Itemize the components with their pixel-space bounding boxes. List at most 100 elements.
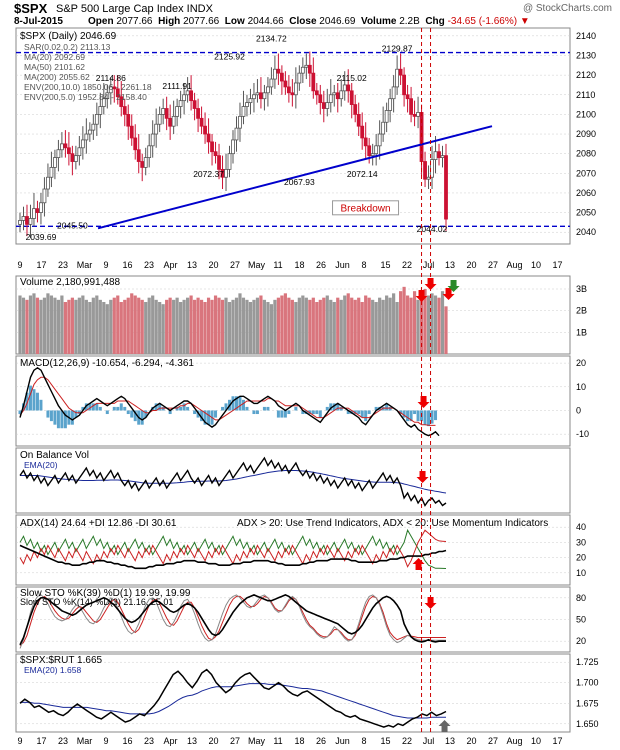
- candle-body: [70, 153, 75, 162]
- volume-bar: [168, 297, 172, 354]
- volume-bar: [84, 299, 88, 354]
- candle-body: [42, 188, 47, 204]
- sto-k14-line: [19, 594, 446, 649]
- candle-body: [269, 78, 274, 88]
- macd-histogram-bar: [315, 410, 319, 415]
- macd-histogram-bar: [158, 403, 162, 411]
- volume-bar: [280, 295, 284, 354]
- x-tick-label: 8: [361, 736, 366, 746]
- candle-body: [381, 121, 386, 135]
- y-tick-label: 30: [576, 537, 586, 547]
- candle-body: [339, 90, 344, 100]
- candle-body: [377, 133, 382, 147]
- candle-body: [444, 155, 448, 220]
- obv-panel: [15, 447, 571, 514]
- candle-body: [321, 102, 326, 109]
- candle-body: [224, 168, 228, 178]
- macd-histogram-bar: [255, 410, 259, 415]
- candle-body: [252, 94, 256, 100]
- candle-body: [122, 106, 127, 115]
- x-tick-label: 11: [273, 260, 282, 270]
- x-tick-label: 18: [294, 260, 304, 270]
- macd-histogram-bar: [81, 406, 85, 411]
- macd-histogram-bar: [35, 392, 39, 411]
- ratio-panel-title: $SPX:$RUT 1.665: [20, 655, 103, 666]
- adx-panel-title: ADX(14) 24.64 +DI 12.86 -DI 30.61: [20, 518, 177, 529]
- volume-bar: [294, 302, 298, 354]
- candle-body: [300, 66, 305, 74]
- macd-histogram-bar: [276, 410, 280, 418]
- x-tick-label: Jun: [335, 736, 350, 746]
- macd-histogram-bar: [231, 396, 235, 411]
- macd-arrow-icon: [417, 396, 430, 408]
- x-tick-label: 8: [361, 260, 366, 270]
- candle-body: [98, 106, 103, 115]
- volume-bar: [227, 302, 232, 354]
- volume-bar: [252, 299, 256, 354]
- candle-body: [87, 129, 92, 135]
- volume-bar: [137, 297, 141, 354]
- x-tick-label: 13: [187, 260, 197, 270]
- volume-bar: [392, 293, 396, 354]
- candle-body: [147, 145, 152, 158]
- volume-bar: [67, 299, 71, 354]
- sto-panel-subtitle: Slow STO %K(14) %D(3) 21.16, 25.01: [20, 597, 173, 607]
- breakdown-callout: Breakdown: [341, 203, 391, 214]
- volume-bar: [276, 297, 280, 354]
- candle-body: [108, 86, 113, 94]
- x-tick-label: 23: [58, 260, 68, 270]
- volume-bar: [217, 297, 221, 354]
- candle-body: [335, 92, 340, 100]
- macd-panel: [15, 355, 571, 447]
- candle-body: [199, 117, 204, 127]
- ratio-line: [19, 668, 447, 728]
- volume-bar: [241, 297, 246, 354]
- volume-bar: [74, 299, 78, 354]
- macd-histogram-bar: [60, 410, 64, 429]
- volume-bar: [371, 299, 375, 354]
- x-tick-label: 11: [273, 736, 282, 746]
- candle-body: [231, 139, 235, 155]
- volume-bar: [77, 297, 81, 354]
- volume-bar: [56, 299, 61, 354]
- volume-bar: [35, 297, 40, 354]
- volume-bar: [329, 299, 333, 354]
- candle-body: [342, 84, 347, 92]
- candle-body: [192, 100, 197, 109]
- volume-bar: [88, 302, 92, 354]
- candle-body: [46, 176, 50, 190]
- price-legend-item: MA(20) 2092.69: [24, 52, 85, 62]
- x-tick-label: 9: [17, 736, 22, 746]
- macd-histogram-bar: [360, 410, 364, 418]
- volume-bar: [290, 299, 294, 354]
- candle-body: [276, 68, 281, 74]
- x-tick-label: 20: [208, 736, 218, 746]
- y-tick-label: 1.725: [576, 657, 599, 667]
- candle-body: [259, 92, 263, 100]
- volume-bar: [350, 297, 354, 354]
- candle-body: [391, 86, 396, 100]
- volume-bar: [266, 302, 270, 354]
- macd-histogram-bar: [423, 410, 427, 425]
- candle-body: [290, 92, 295, 96]
- volume-bar: [213, 295, 218, 354]
- x-tick-label: 9: [103, 736, 108, 746]
- volume-bar: [165, 299, 169, 354]
- volume-bar: [353, 299, 357, 354]
- macd-histogram-bar: [70, 410, 74, 425]
- volume-bar: [206, 297, 211, 354]
- y-tick-label: 20: [576, 358, 586, 368]
- macd-histogram-bar: [241, 399, 245, 411]
- x-tick-label: 17: [36, 736, 46, 746]
- volume-bar: [297, 297, 301, 354]
- candle-body: [21, 216, 26, 221]
- volume-bar: [423, 289, 427, 354]
- volume-bar: [231, 299, 235, 354]
- macd-histogram-bar: [234, 396, 238, 411]
- candle-body: [129, 125, 134, 139]
- candle-body: [73, 155, 78, 162]
- adx-annotation: ADX > 20: Use Trend Indicators, ADX < 20…: [237, 518, 548, 529]
- candle-body: [374, 145, 379, 155]
- candle-body: [143, 157, 148, 168]
